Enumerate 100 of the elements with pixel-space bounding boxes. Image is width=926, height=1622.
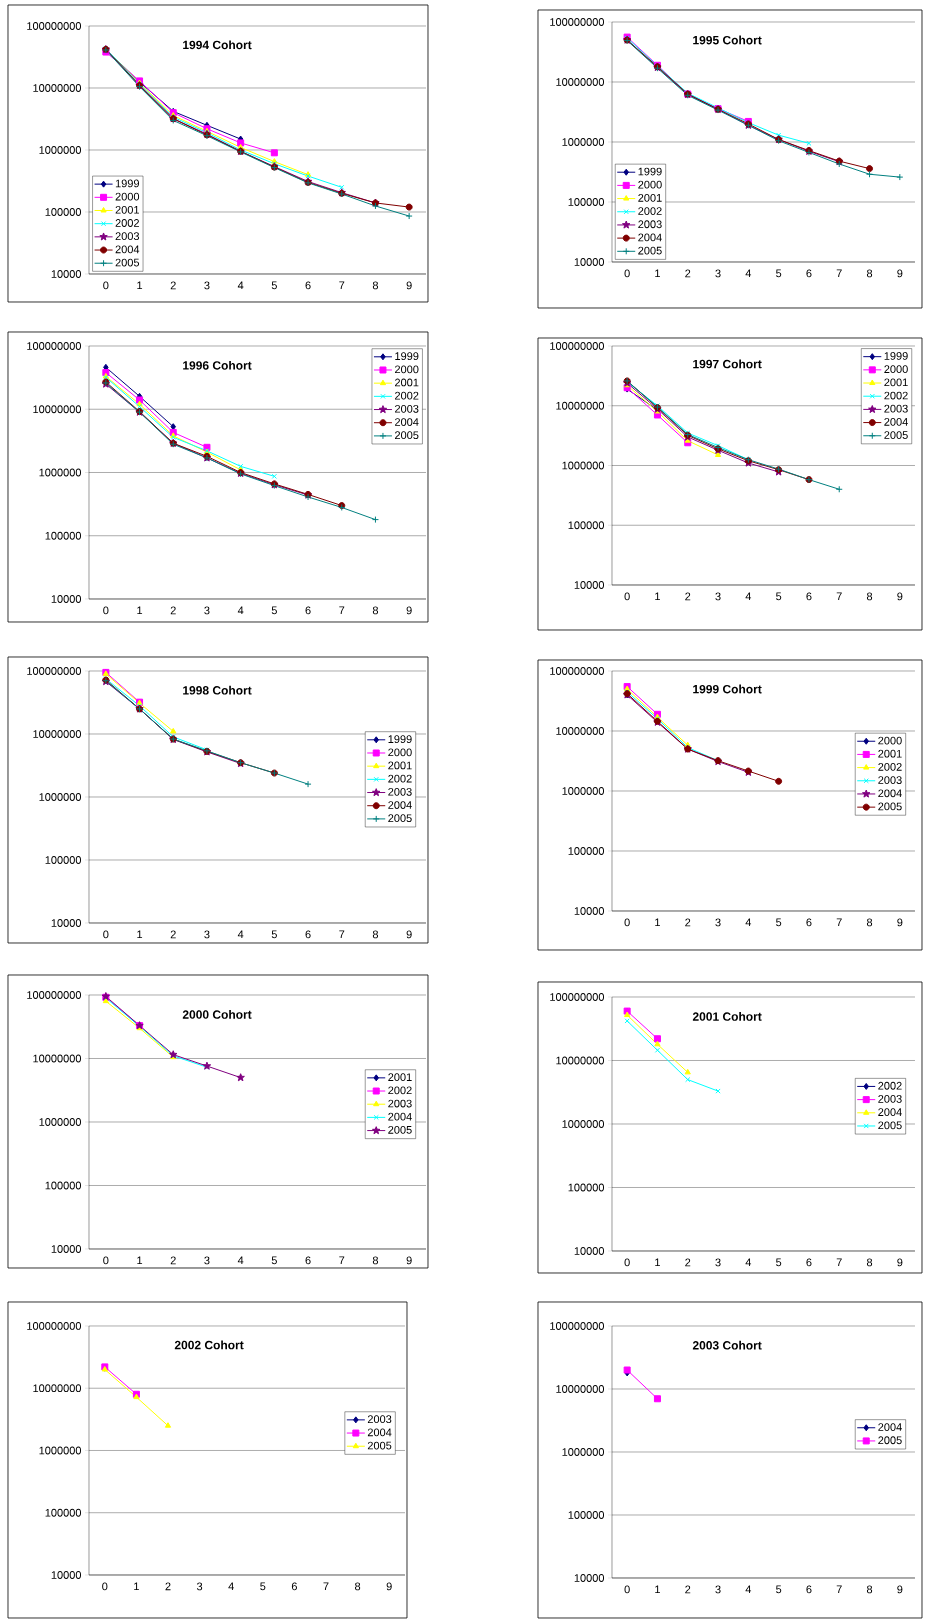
x-tick-label: 2 [170,606,176,615]
y-tick-label: 10000 [51,595,82,603]
x-tick-label: 9 [406,930,412,939]
x-tick-label: 1 [137,930,143,939]
legend-label: 1999 [388,735,412,744]
x-tick-label: 4 [237,606,244,615]
x-tick-label: 3 [715,592,721,601]
y-tick-label: 10000000 [33,730,82,738]
y-tick-label: 100000000 [27,1322,82,1330]
y-tick-label: 100000 [45,208,82,216]
x-tick-label: 2 [685,1585,691,1594]
x-tick-label: 1 [137,606,143,615]
text: 2001 Cohort [692,1011,762,1021]
x-tick-label: 4 [237,281,244,290]
x-tick-label: 2 [170,281,176,290]
legend-label: 2004 [884,417,908,426]
x-tick-label: 5 [271,606,277,615]
y-tick-label: 10000000 [556,727,605,735]
legend-label: 2000 [884,365,908,374]
y-tick-label: 10000 [51,1245,82,1253]
y-tick-label: 100000000 [27,667,82,675]
legend-label: 2003 [638,220,662,229]
text: 1994 Cohort [183,40,252,50]
x-tick-label: 5 [776,1585,782,1594]
legend-label: 2005 [395,431,419,440]
x-tick-label: 4 [745,1258,752,1267]
x-tick-label: 5 [271,281,277,290]
y-tick-label: 10000 [51,919,82,927]
x-tick-label: 7 [339,281,345,290]
legend-label: 2002 [388,1086,412,1095]
x-tick-label: 8 [372,930,379,939]
legend-label: 2000 [115,192,140,201]
text: 1998 Cohort [183,685,252,695]
x-tick-label: 3 [204,281,210,290]
y-tick-label: 10000000 [33,405,82,414]
x-tick-label: 4 [228,1582,234,1591]
y-tick-label: 10000 [574,258,605,266]
legend-label: 2005 [878,802,902,811]
x-tick-label: 5 [776,592,782,601]
legend-label: 2004 [395,418,419,426]
x-tick-label: 8 [866,592,873,601]
x-tick-label: 5 [271,1256,277,1265]
x-tick-label: 1 [137,1256,143,1265]
y-tick-label: 1000000 [562,1448,605,1456]
x-tick-label: 8 [866,269,873,278]
y-tick-label: 100000000 [27,22,82,30]
legend-label: 2005 [367,1441,392,1450]
legend-label: 2004 [388,801,412,809]
x-tick-label: 8 [355,1582,361,1591]
legend-label: 2004 [367,1428,392,1437]
x-tick-label: 6 [806,592,812,601]
x-tick-label: 6 [806,269,812,278]
y-tick-label: 10000 [574,1247,605,1255]
x-tick-label: 0 [624,1258,630,1267]
legend-label: 2000 [388,748,412,757]
x-tick-label: 6 [305,930,311,939]
x-tick-label: 7 [836,1258,842,1267]
x-tick-label: 7 [339,930,345,939]
y-tick-label: 100000000 [550,342,605,350]
x-tick-label: 1 [655,1258,660,1267]
y-tick-label: 10000000 [556,78,605,86]
legend-label: 2002 [638,207,662,215]
y-tick-label: 100000 [45,856,82,864]
x-tick-label: 0 [624,1585,630,1594]
y-tick-label: 100000 [45,1181,82,1190]
legend-label: 2003 [388,1099,412,1108]
x-tick-label: 0 [624,592,630,601]
x-tick-label: 3 [204,1256,210,1265]
y-tick-label: 1000000 [39,468,82,477]
text: 1995 Cohort [693,35,762,45]
x-tick-label: 8 [866,1258,873,1267]
y-tick-label: 1000000 [39,1118,82,1126]
y-tick-label: 10000 [574,907,605,915]
legend-label: 1999 [638,167,662,176]
x-tick-label: 9 [406,606,412,615]
x-tick-label: 9 [386,1582,392,1591]
y-tick-label: 10000000 [33,84,82,92]
y-tick-label: 1000000 [562,787,605,795]
text: 2003 Cohort [692,1340,762,1350]
legend-label: 2002 [878,763,902,771]
x-tick-label: 3 [204,930,210,939]
y-tick-label: 100000 [568,847,605,855]
x-tick-label: 1 [137,281,143,290]
y-tick-label: 100000 [568,198,605,206]
legend-label: 2001 [878,749,902,758]
text: 2000 Cohort [182,1009,252,1019]
x-tick-label: 7 [836,918,842,927]
y-tick-label: 100000000 [550,993,605,1001]
x-tick-label: 7 [339,1256,345,1265]
x-tick-label: 6 [806,918,812,927]
legend-label: 2004 [638,233,662,242]
legend-label: 2004 [878,789,902,798]
x-tick-label: 6 [305,1256,311,1265]
legend-label: 2001 [115,205,139,214]
x-tick-label: 3 [715,918,721,927]
x-tick-label: 3 [196,1582,203,1591]
x-tick-label: 3 [715,269,721,278]
x-tick-label: 0 [102,1582,108,1591]
x-tick-label: 9 [897,1258,903,1267]
legend-label: 2001 [638,194,662,202]
